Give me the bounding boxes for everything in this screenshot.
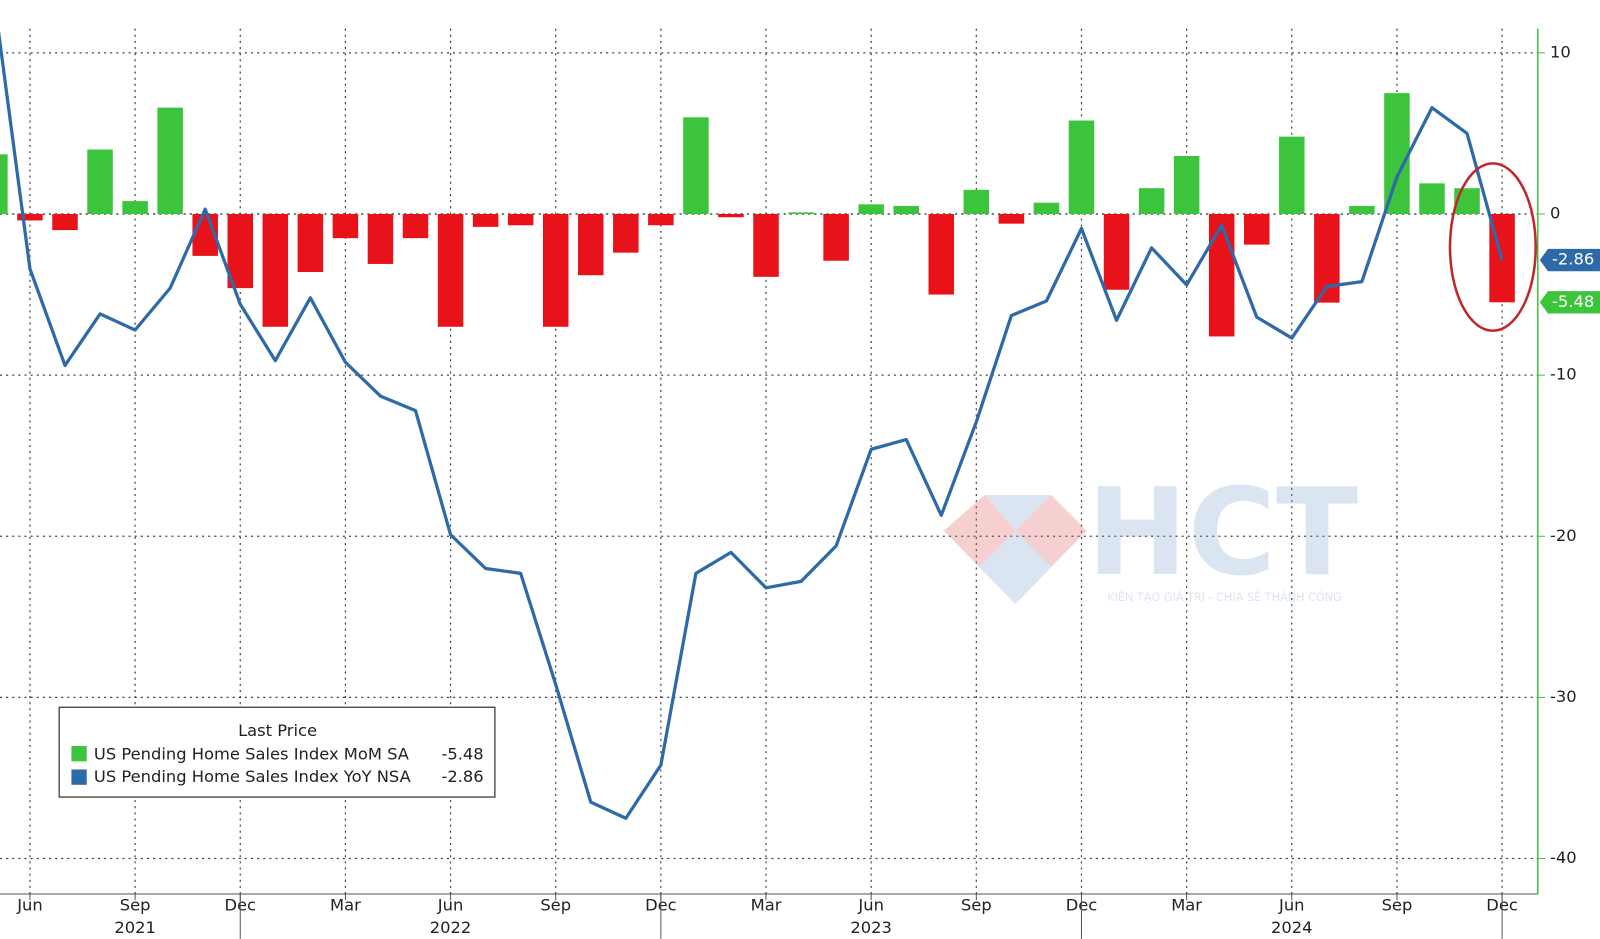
plot-area — [0, 30, 1538, 820]
bar — [1208, 213, 1235, 337]
x-tick-label: Jun — [437, 896, 464, 915]
year-label: 2022 — [430, 918, 472, 937]
watermark-tagline: KIẾN TẠO GIÁ TRỊ - CHIA SẺ THÀNH CÔNG — [1107, 590, 1342, 604]
legend-title: Last Price — [238, 721, 317, 740]
x-tick-label: Sep — [540, 896, 571, 915]
y-tick-label: 0 — [1550, 203, 1560, 222]
bar — [683, 117, 709, 214]
bar — [613, 213, 639, 253]
line — [0, 30, 1504, 820]
bar — [52, 213, 78, 231]
x-tick-label: Jun — [16, 896, 43, 915]
legend-label: US Pending Home Sales Index MoM SA — [94, 745, 410, 764]
y-tick-label: -30 — [1550, 687, 1577, 706]
bar — [402, 213, 429, 239]
bar — [87, 149, 113, 214]
bar — [648, 213, 674, 226]
x-tick-label: Mar — [1171, 896, 1202, 915]
legend-value: -5.48 — [441, 745, 483, 764]
bar — [332, 213, 359, 239]
bar — [437, 213, 464, 327]
watermark-text: HCT — [1087, 463, 1358, 603]
bar — [1173, 155, 1200, 214]
bar — [472, 213, 499, 227]
bar — [998, 213, 1025, 224]
last-price-label: -2.86 — [1552, 250, 1594, 269]
x-tick-label: Mar — [330, 896, 361, 915]
bar — [367, 213, 394, 264]
y-tick-label: -20 — [1550, 526, 1577, 545]
y-tick-label: 10 — [1550, 42, 1571, 61]
bar — [1068, 120, 1095, 214]
bar — [578, 213, 604, 276]
bar — [1138, 188, 1165, 214]
legend-box — [58, 706, 496, 798]
bar — [297, 213, 324, 273]
bar — [1419, 183, 1445, 214]
x-tick-label: Sep — [961, 896, 992, 915]
legend-value: -2.86 — [441, 767, 483, 786]
year-label: 2021 — [114, 918, 156, 937]
bar — [1243, 213, 1270, 245]
bar — [1103, 213, 1130, 290]
year-label: 2023 — [850, 918, 892, 937]
x-tick-label: Sep — [1382, 896, 1413, 915]
bar — [227, 213, 254, 289]
bar — [542, 213, 569, 327]
watermark: HCT KIẾN TẠO GIÁ TRỊ - CHIA SẺ THÀNH CÔN… — [943, 463, 1358, 605]
bar — [858, 204, 884, 214]
bar — [262, 213, 289, 327]
watermark-logo — [943, 495, 1087, 605]
x-tick-label: Jun — [857, 896, 883, 915]
legend-label: US Pending Home Sales Index YoY NSA — [94, 767, 412, 786]
bar — [1279, 136, 1305, 214]
bar — [1454, 188, 1480, 214]
bar — [0, 154, 8, 214]
bar — [893, 205, 919, 214]
x-tick-label: Mar — [751, 896, 782, 915]
highlight-circle — [1448, 162, 1537, 332]
y-tick-label: -40 — [1550, 848, 1577, 867]
legend: Last Price US Pending Home Sales Index M… — [58, 706, 496, 798]
bar — [1349, 205, 1375, 214]
x-tick-label: Sep — [120, 896, 151, 915]
bar — [788, 212, 814, 214]
y-tick-label: -10 — [1550, 365, 1577, 384]
legend-swatch — [71, 769, 87, 785]
bar — [507, 213, 534, 226]
bar — [928, 213, 955, 295]
bar — [963, 189, 990, 214]
bar — [823, 213, 849, 261]
last-price-tag — [1539, 291, 1600, 314]
bar — [17, 213, 43, 221]
bar — [157, 107, 183, 214]
last-price-tag — [1539, 248, 1600, 272]
bar — [753, 213, 779, 277]
year-label: 2024 — [1271, 918, 1313, 937]
x-tick-label: Jun — [1278, 896, 1305, 915]
legend-swatch — [71, 746, 87, 762]
bar — [1384, 93, 1410, 214]
bar — [122, 201, 148, 214]
last-price-label: -5.48 — [1552, 292, 1594, 311]
bar — [718, 213, 744, 218]
bar — [1033, 202, 1060, 214]
